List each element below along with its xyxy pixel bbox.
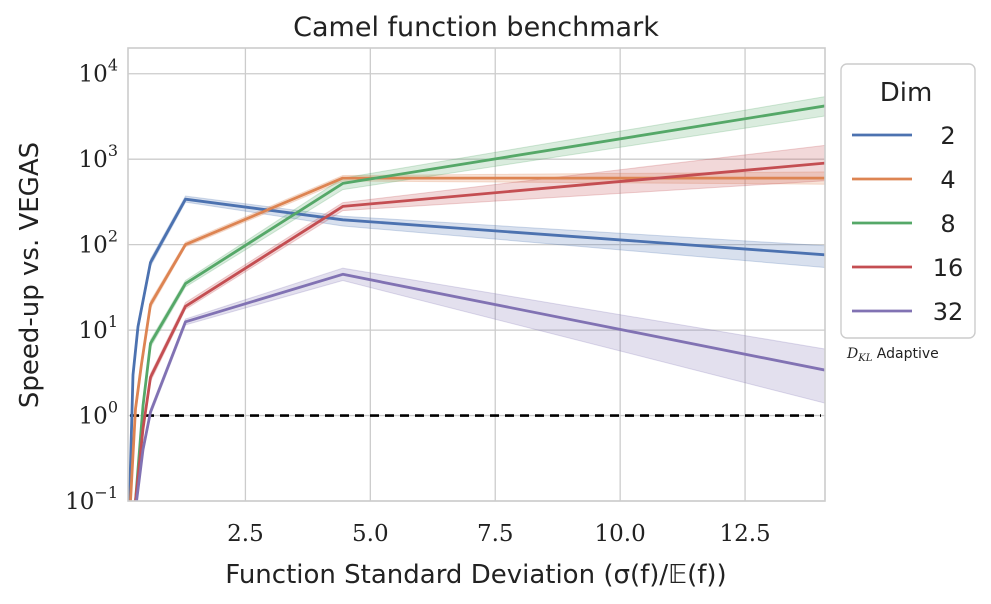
legend-label-dim-4: 4 [940, 166, 955, 194]
x-tick-label: 12.5 [719, 521, 770, 547]
y-tick-label: 102 [79, 227, 118, 259]
legend-label-dim-2: 2 [940, 122, 955, 150]
x-axis-label: Function Standard Deviation (σ(f)/𝔼(f)) [225, 560, 726, 590]
y-tick-label: 104 [79, 56, 118, 88]
legend-label-dim-8: 8 [940, 210, 955, 238]
y-axis-label: Speed-up vs. VEGAS [15, 142, 45, 408]
series-line-dim-8 [134, 104, 825, 501]
legend-items: 2 4 8 16 32 [852, 122, 963, 326]
x-tick-label: 2.5 [227, 521, 264, 547]
legend: Dim 2 4 8 16 32 [840, 63, 976, 339]
legend-note: DKL Adaptive [846, 346, 939, 364]
y-tick-label: 103 [79, 141, 118, 173]
x-tick-label: 7.5 [477, 521, 514, 547]
series-line-dim-2 [128, 197, 825, 501]
legend-frame [840, 63, 976, 339]
band-dim-16 [135, 144, 825, 501]
x-tick-labels: 2.5 5.0 7.5 10.0 12.5 [227, 521, 771, 547]
legend-label-dim-16: 16 [933, 254, 964, 282]
x-tick-label: 10.0 [595, 521, 646, 547]
legend-label-dim-32: 32 [933, 298, 964, 326]
series-lines [128, 104, 825, 501]
plot-frame [127, 47, 826, 502]
y-tick-label: 10−1 [65, 483, 118, 515]
series-line-dim-4 [129, 176, 825, 501]
x-tick-label: 5.0 [352, 521, 389, 547]
series-line-dim-32 [135, 272, 825, 501]
y-tick-labels: 10−1 100 101 102 103 104 [65, 56, 118, 515]
y-tick-label: 101 [79, 312, 118, 344]
legend-title: Dim [880, 78, 933, 108]
series-line-dim-16 [134, 161, 825, 501]
chart-title: Camel function benchmark [293, 12, 659, 43]
y-tick-label: 100 [79, 398, 118, 430]
